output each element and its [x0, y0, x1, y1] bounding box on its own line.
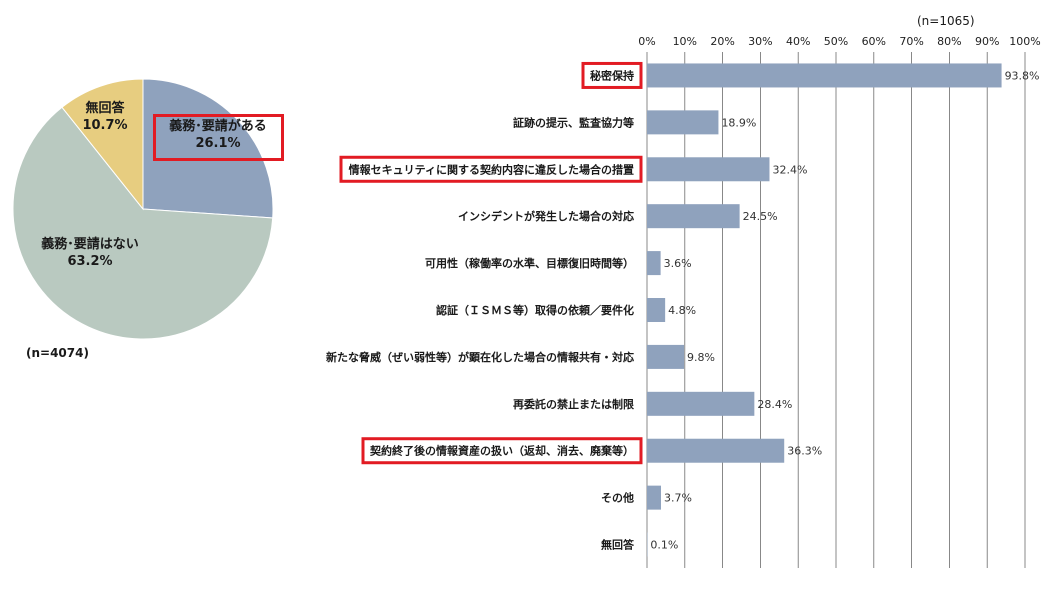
category-label: 新たな脅威（ぜい弱性等）が顕在化した場合の情報共有・対応	[326, 350, 634, 364]
pie-slice-value: 26.1%	[195, 136, 241, 151]
bar	[647, 63, 1002, 88]
category-label: インシデントが発生した場合の対応	[458, 209, 634, 223]
category-label: 秘密保持	[590, 68, 634, 82]
x-tick-label: 10%	[673, 35, 697, 48]
category-label: 情報セキュリティに関する契約内容に違反した場合の措置	[349, 162, 634, 176]
x-tick-label: 30%	[748, 35, 772, 48]
category-label: 契約終了後の情報資産の扱い（返却、消去、廃棄等）	[369, 444, 634, 458]
x-tick-label: 0%	[638, 35, 655, 48]
pie-slice	[61, 78, 144, 211]
category-label: その他	[601, 491, 634, 505]
pie-slice-label: 義務･要請がある 26.1%	[158, 118, 278, 152]
data-label: 9.8%	[687, 351, 715, 364]
x-tick-label: 100%	[1009, 35, 1040, 48]
data-label: 18.9%	[721, 116, 756, 129]
pie-slice-name: 義務･要請はない	[41, 237, 139, 252]
x-tick-label: 20%	[710, 35, 734, 48]
category-label: 証跡の提示、監査協力等	[513, 115, 634, 129]
bar	[647, 344, 685, 369]
bar	[647, 438, 785, 463]
bar	[647, 298, 666, 322]
data-label: 28.4%	[757, 398, 792, 411]
category-label: 再委託の禁止または制限	[513, 397, 634, 411]
data-label: 32.4%	[772, 163, 807, 176]
data-label: 3.6%	[664, 257, 692, 270]
pie-slice-value: 63.2%	[67, 254, 113, 269]
x-tick-label: 50%	[824, 35, 848, 48]
x-tick-label: 80%	[937, 35, 961, 48]
pie-chart	[12, 78, 274, 340]
x-tick-label: 90%	[975, 35, 999, 48]
pie-sample-size: (n=4074)	[26, 346, 89, 360]
highlight-box	[581, 61, 643, 89]
category-label: 認証（ＩＳＭＳ等）取得の依頼／要件化	[436, 303, 634, 317]
pie-slice-label: 無回答 10.7%	[70, 100, 140, 134]
bar	[647, 485, 661, 510]
highlight-box	[361, 437, 643, 465]
bar	[647, 391, 755, 416]
pie-slice-name: 無回答	[85, 101, 125, 116]
bar	[647, 204, 740, 229]
data-label: 36.3%	[787, 445, 822, 458]
data-label: 24.5%	[743, 210, 778, 223]
data-label: 0.1%	[650, 539, 678, 552]
pie-slice	[12, 106, 274, 340]
highlight-box	[339, 155, 643, 183]
data-label: 93.8%	[1005, 69, 1040, 82]
category-label: 可用性（稼働率の水準、目標復旧時間等）	[425, 256, 634, 270]
bar	[647, 157, 770, 182]
data-label: 4.8%	[668, 304, 696, 317]
bar	[647, 251, 661, 276]
data-label: 3.7%	[664, 492, 692, 505]
pie-slice-value: 10.7%	[82, 118, 128, 133]
x-tick-label: 40%	[786, 35, 810, 48]
pie-slice-label: 義務･要請はない 63.2%	[30, 236, 150, 270]
highlight-box	[153, 114, 284, 161]
category-label: 無回答	[601, 538, 635, 552]
bar-sample-size: (n=1065)	[917, 14, 975, 28]
x-tick-label: 60%	[862, 35, 886, 48]
bar	[647, 110, 719, 135]
pie-slice	[142, 78, 274, 219]
x-tick-label: 70%	[899, 35, 923, 48]
pie-slice-name: 義務･要請がある	[169, 119, 267, 134]
